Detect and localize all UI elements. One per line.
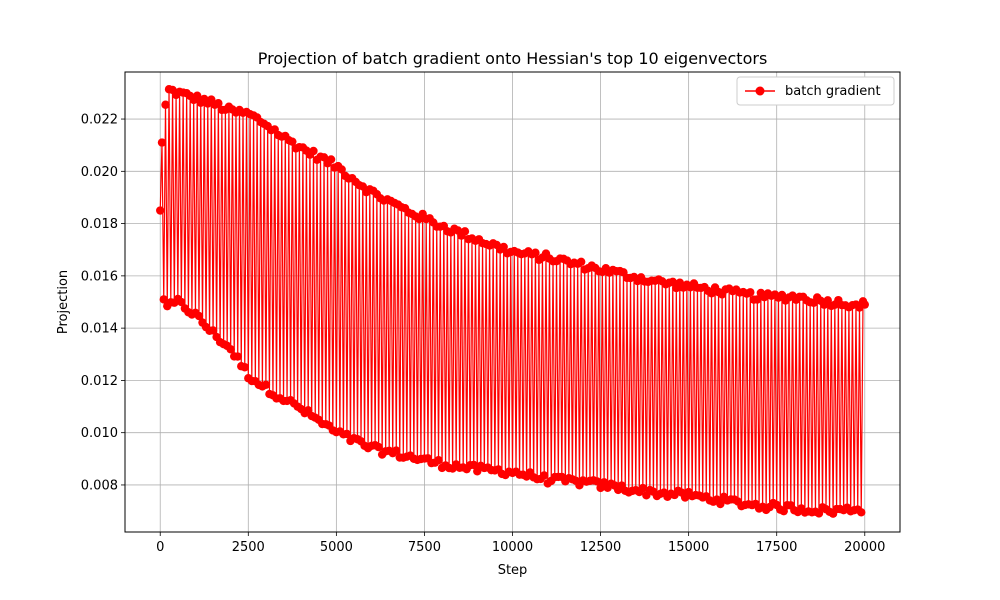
data-point: [746, 288, 755, 297]
data-point: [576, 257, 586, 266]
y-axis: 0.008 0.010 0.012 0.014 0.016 0.018 0.020 0.022: [81, 113, 125, 493]
x-tick-label: 7500: [408, 540, 441, 555]
data-point: [540, 471, 549, 480]
data-point: [434, 456, 443, 465]
data-point: [161, 100, 170, 109]
data-point: [194, 311, 204, 321]
data-point: [156, 206, 165, 215]
legend-box: [736, 76, 895, 106]
x-tick-label: 0: [156, 540, 164, 555]
data-point: [240, 363, 249, 372]
data-point: [342, 429, 352, 439]
data-point: [157, 138, 167, 147]
data-point: [288, 137, 297, 146]
x-tick-label: 12500: [580, 540, 621, 555]
legend-marker: [755, 86, 765, 96]
data-point: [337, 165, 346, 174]
data-point: [716, 499, 725, 509]
y-tick-label: 0.018: [81, 217, 118, 232]
legend: batch gradient: [736, 76, 895, 106]
data-point: [668, 277, 677, 286]
data-point: [857, 508, 866, 517]
data-point: [159, 295, 168, 304]
data-point: [531, 248, 540, 257]
data-point: [814, 509, 824, 518]
x-tick-label: 2500: [232, 540, 265, 555]
y-tick-label: 0.010: [81, 426, 118, 441]
data-point: [592, 477, 602, 486]
data-point: [638, 483, 648, 493]
data-point: [392, 446, 401, 455]
data-point: [214, 99, 223, 108]
data-point: [309, 146, 318, 156]
x-tick-label: 5000: [320, 540, 353, 555]
data-point: [469, 460, 478, 470]
data-point: [860, 300, 869, 309]
legend-label: batch gradient: [785, 84, 881, 99]
data-point: [261, 380, 271, 389]
data-point: [753, 295, 762, 304]
data-point: [233, 352, 242, 361]
x-tick-label: 10000: [492, 540, 533, 555]
data-point: [460, 227, 470, 236]
data-point: [226, 345, 235, 354]
y-tick-label: 0.014: [81, 322, 118, 337]
data-point: [177, 297, 186, 307]
x-axis-label: Step: [498, 563, 528, 578]
data-point: [193, 91, 202, 100]
series-batch-gradient: [156, 85, 869, 518]
x-tick-label: 20000: [844, 540, 885, 555]
x-axis: 0 2500 5000 7500 10000 12500 15000 17500 20000: [156, 532, 885, 555]
y-tick-label: 0.020: [81, 165, 118, 180]
data-point: [374, 442, 383, 452]
data-point: [208, 326, 218, 335]
chart-title: Projection of batch gradient onto Hessia…: [258, 49, 768, 68]
y-tick-label: 0.008: [81, 478, 118, 493]
y-tick-label: 0.012: [81, 374, 118, 389]
y-tick-label: 0.016: [81, 269, 118, 284]
data-point: [499, 242, 508, 252]
x-tick-label: 17500: [756, 540, 797, 555]
data-point: [326, 155, 336, 164]
x-tick-label: 15000: [668, 540, 709, 555]
y-tick-label: 0.022: [81, 113, 118, 128]
y-axis-label: Projection: [56, 270, 71, 334]
